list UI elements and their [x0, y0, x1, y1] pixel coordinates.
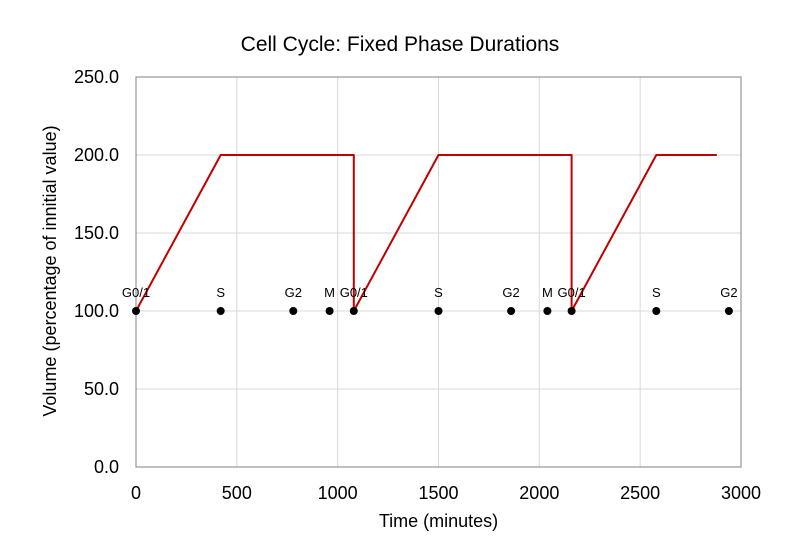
- y-tick-labels: 0.0 50.0 100.0 150.0 200.0 250.0: [74, 67, 119, 477]
- phase-label: S: [434, 285, 443, 300]
- chart-title: Cell Cycle: Fixed Phase Durations: [241, 33, 560, 56]
- x-tick-label: 2000: [519, 483, 559, 503]
- volume-series-line: [135, 154, 717, 312]
- y-axis-title: Volume (percentage of innitial value): [40, 125, 60, 416]
- phase-label: G0/1: [340, 285, 368, 300]
- series-layer: [135, 154, 717, 312]
- y-tick-label: 250.0: [74, 67, 119, 87]
- phase-markers: G0/1 S G2 M G0/1 S G2 M G0/1 S G2: [122, 285, 738, 315]
- x-tick-labels: 0 500 1000 1500 2000 2500 3000: [131, 483, 761, 503]
- phase-label: G0/1: [558, 285, 586, 300]
- phase-marker: [434, 307, 443, 315]
- phase-label: G2: [720, 285, 737, 300]
- y-tick-label: 50.0: [84, 379, 119, 399]
- phase-marker: [652, 307, 661, 315]
- y-tick-label: 100.0: [74, 301, 119, 321]
- x-tick-label: 1500: [418, 483, 458, 503]
- phase-marker: [132, 307, 140, 315]
- gridlines: [135, 76, 742, 468]
- x-tick-label: 0: [131, 483, 141, 503]
- x-tick-label: 3000: [721, 483, 761, 503]
- x-tick-label: 2500: [620, 483, 660, 503]
- plot-area: [135, 76, 742, 468]
- phase-label: G2: [285, 285, 302, 300]
- x-tick-label: 1000: [318, 483, 358, 503]
- y-tick-label: 200.0: [74, 145, 119, 165]
- phase-label: S: [652, 285, 661, 300]
- x-axis-title: Time (minutes): [379, 511, 498, 531]
- x-tick-label: 500: [222, 483, 252, 503]
- phase-label: G2: [502, 285, 519, 300]
- phase-marker: [724, 307, 733, 315]
- phase-marker: [567, 307, 576, 315]
- phase-marker: [543, 307, 552, 315]
- y-tick-label: 150.0: [74, 223, 119, 243]
- phase-marker: [289, 307, 298, 315]
- phase-marker: [507, 307, 516, 315]
- y-tick-label: 0.0: [94, 457, 119, 477]
- phase-marker: [349, 307, 358, 315]
- phase-label: S: [216, 285, 225, 300]
- phase-marker: [325, 307, 334, 315]
- phase-label: M: [542, 285, 553, 300]
- phase-marker: [216, 307, 225, 315]
- phase-label: G0/1: [122, 285, 150, 300]
- phase-label: M: [324, 285, 335, 300]
